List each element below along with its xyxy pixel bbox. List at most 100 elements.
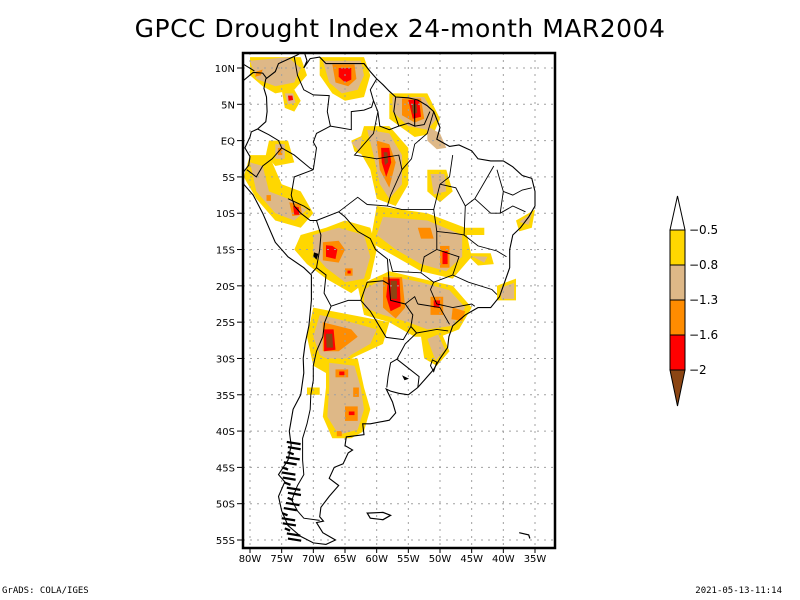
- lon-tick-label: 55W: [397, 554, 420, 565]
- state-border: [436, 183, 466, 236]
- country-border: [311, 267, 317, 274]
- drought-area-red: [326, 245, 338, 259]
- colorbar-top-arrow: [669, 195, 686, 231]
- chile-fjords: [286, 440, 301, 446]
- drought-area-red: [348, 411, 355, 416]
- chile-fjords: [287, 451, 295, 456]
- chile-fjords: [286, 532, 301, 537]
- drought-fill-layer: [243, 57, 535, 439]
- drought-area-orange: [266, 195, 271, 201]
- lon-tick-label: 40W: [492, 554, 515, 565]
- chile-fjords: [282, 476, 296, 481]
- south-georgia: [519, 532, 531, 539]
- lon-tick-label: 50W: [429, 554, 452, 565]
- colorbar-tick-label: −0.5: [689, 223, 718, 237]
- lat-tick-label: 10N: [215, 64, 235, 75]
- chile-fjords: [285, 456, 300, 461]
- drought-area-yellow: [307, 387, 320, 395]
- lat-tick-label: 5S: [222, 173, 235, 184]
- drought-area-orange: [417, 227, 434, 239]
- chile-fjords: [285, 501, 300, 507]
- falkland-islands: [366, 511, 392, 521]
- country-border: [386, 358, 398, 388]
- footer-timestamp: 2021-05-13-11:14: [695, 586, 782, 596]
- state-border: [503, 187, 532, 196]
- chile-fjords: [282, 522, 297, 527]
- country-border: [290, 169, 317, 221]
- lat-tick-label: 55S: [216, 536, 235, 547]
- drought-area-orange: [336, 431, 342, 437]
- map-frame: [241, 51, 557, 550]
- lon-tick-label: 60W: [365, 554, 388, 565]
- lon-tick-label: 80W: [239, 554, 262, 565]
- chile-fjords: [283, 506, 298, 512]
- lon-tick-label: 65W: [334, 554, 357, 565]
- lat-tick-label: 15S: [216, 246, 235, 257]
- colorbar-segment: [669, 264, 686, 301]
- state-border: [452, 274, 498, 295]
- chile-fjords: [287, 537, 302, 542]
- colorbar-tick-label: −1.3: [689, 293, 718, 307]
- lat-tick-label: 35S: [216, 391, 235, 402]
- panama-coastline: [243, 71, 267, 81]
- country-border: [281, 147, 314, 171]
- country-border: [316, 211, 390, 285]
- chile-fjords: [287, 445, 301, 451]
- drought-area-orange: [277, 147, 283, 156]
- colorbar-bottom-arrow: [669, 369, 686, 407]
- country-border: [246, 128, 283, 178]
- colorbar-segment: [669, 229, 686, 266]
- lat-tick-label: 20S: [216, 282, 235, 293]
- chile-fjords: [287, 496, 294, 502]
- lon-tick-label: 70W: [302, 554, 325, 565]
- country-border: [414, 111, 431, 127]
- central-america-coastline: [243, 63, 255, 72]
- lat-tick-label: EQ: [221, 137, 235, 148]
- chile-fjords: [283, 461, 297, 466]
- lat-tick-label: 40S: [216, 427, 235, 438]
- colorbar-tick-label: −0.8: [689, 258, 718, 272]
- chile-fjords: [287, 491, 302, 497]
- colorbar-tick-label: −2: [689, 363, 707, 377]
- colorbar-legend: −0.5 −0.8 −1.3 −1.6 −2: [669, 195, 718, 407]
- state-border: [404, 295, 419, 305]
- lon-tick-label: 75W: [270, 554, 293, 565]
- chile-fjords: [281, 471, 296, 476]
- lat-tick-label: 50S: [216, 500, 235, 511]
- drought-area-brown: [390, 280, 397, 299]
- colorbar-segment: [669, 299, 686, 336]
- footer-credit: GrADS: COLA/IGES: [2, 586, 89, 596]
- state-border: [416, 328, 449, 334]
- drought-area-tan: [430, 174, 447, 195]
- lat-tick-label: 30S: [216, 354, 235, 365]
- map-title: GPCC Drought Index 24-month MAR2004: [134, 14, 666, 43]
- drought-area-tan: [500, 282, 515, 299]
- south-america-coastline: [243, 53, 536, 545]
- drought-area-tan: [351, 137, 363, 152]
- chile-fjords: [284, 481, 291, 486]
- drought-area-red: [442, 251, 448, 265]
- coastline-layer: [243, 53, 536, 545]
- state-border: [463, 234, 507, 258]
- lat-tick-label: 10S: [216, 209, 235, 220]
- lat-tick-label: 5N: [221, 100, 235, 111]
- drought-area-brown: [326, 333, 333, 348]
- drought-area-tan: [471, 256, 488, 263]
- drought-area-red: [288, 95, 294, 101]
- drought-area-tan: [427, 334, 446, 361]
- chile-fjords: [286, 486, 301, 491]
- axis-layer: 10N 5N EQ 5S 10S 15S 20S 25S 30S 35S 40S 45S 50S 55S 8…: [215, 64, 547, 565]
- lagoa-dos-patos: [429, 359, 438, 373]
- drought-area-red: [347, 270, 351, 274]
- state-border: [338, 111, 403, 213]
- drought-area-orange: [353, 387, 359, 397]
- colorbar-tick-label: −1.6: [689, 328, 718, 342]
- lon-tick-label: 45W: [460, 554, 483, 565]
- state-border: [401, 111, 435, 170]
- drought-area-yellow: [465, 227, 485, 235]
- country-border: [293, 57, 331, 170]
- lake-titicaca: [313, 252, 319, 260]
- lat-tick-label: 25S: [216, 318, 235, 329]
- grid-layer: [243, 53, 555, 548]
- chile-fjords: [281, 512, 288, 517]
